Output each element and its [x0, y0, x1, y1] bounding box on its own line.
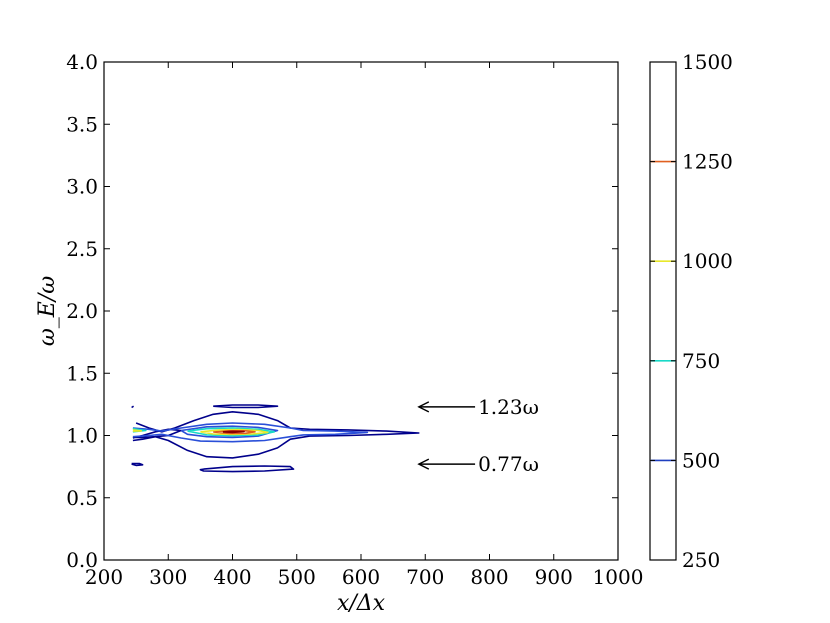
contour-line-1500 — [222, 430, 245, 434]
contour-line-500 — [132, 422, 369, 443]
contour-line-250 — [131, 462, 144, 467]
y-tick-label: 2.0 — [66, 299, 98, 323]
y-tick-label: 0.0 — [66, 548, 98, 572]
colorbar-tick-label: 1500 — [682, 50, 733, 74]
contour-line-250 — [213, 404, 279, 409]
plot-frame — [103, 61, 619, 561]
annotation-arrow-head — [417, 401, 430, 413]
colorbar-tick-label: 500 — [682, 448, 720, 472]
y-tick-label: 3.5 — [66, 112, 98, 136]
y-tick-label: 1.5 — [66, 361, 98, 385]
contour-line-750 — [187, 427, 276, 437]
y-tick-label: 1.0 — [66, 424, 98, 448]
contour-line-250 — [199, 465, 295, 473]
x-tick-label: 800 — [470, 565, 508, 589]
x-tick-label: 400 — [213, 565, 251, 589]
y-tick-label: 4.0 — [66, 50, 98, 74]
colorbar-frame — [649, 61, 677, 561]
contour-line-250 — [131, 405, 135, 409]
y-tick-label: 2.5 — [66, 237, 98, 261]
colorbar-tick-label: 1250 — [682, 150, 733, 174]
colorbar-tick-label: 250 — [682, 548, 720, 572]
colorbar-tick-label: 1000 — [682, 249, 733, 273]
x-tick-label: 1000 — [593, 565, 644, 589]
y-tick-label: 0.5 — [66, 486, 98, 510]
x-tick-label: 900 — [535, 565, 573, 589]
plot-area: 200 300 400 500 600 700 800 900 1000 0.0 0.5 1.0 1.5… — [35, 50, 643, 616]
annotation-text: 1.23ω — [478, 395, 539, 419]
x-tick-label: 300 — [149, 565, 187, 589]
contour-line-1000 — [200, 428, 269, 436]
y-axis-label: ω_E/ω — [35, 276, 60, 346]
x-axis-label: x/Δx — [337, 591, 386, 616]
x-tick-label: 600 — [342, 565, 380, 589]
colorbar: 250 500 750 1000 1250 1500 — [649, 50, 733, 572]
x-tick-label: 200 — [85, 565, 123, 589]
annotation-text: 0.77ω — [478, 452, 539, 476]
x-tick-label: 700 — [406, 565, 444, 589]
y-tick-label: 3.0 — [66, 175, 98, 199]
colorbar-tick-label: 750 — [682, 349, 720, 373]
annotation-arrow-head — [417, 458, 430, 470]
contour-line-1000 — [132, 429, 143, 432]
contour-line-250 — [132, 411, 420, 459]
x-tick-label: 500 — [278, 565, 316, 589]
